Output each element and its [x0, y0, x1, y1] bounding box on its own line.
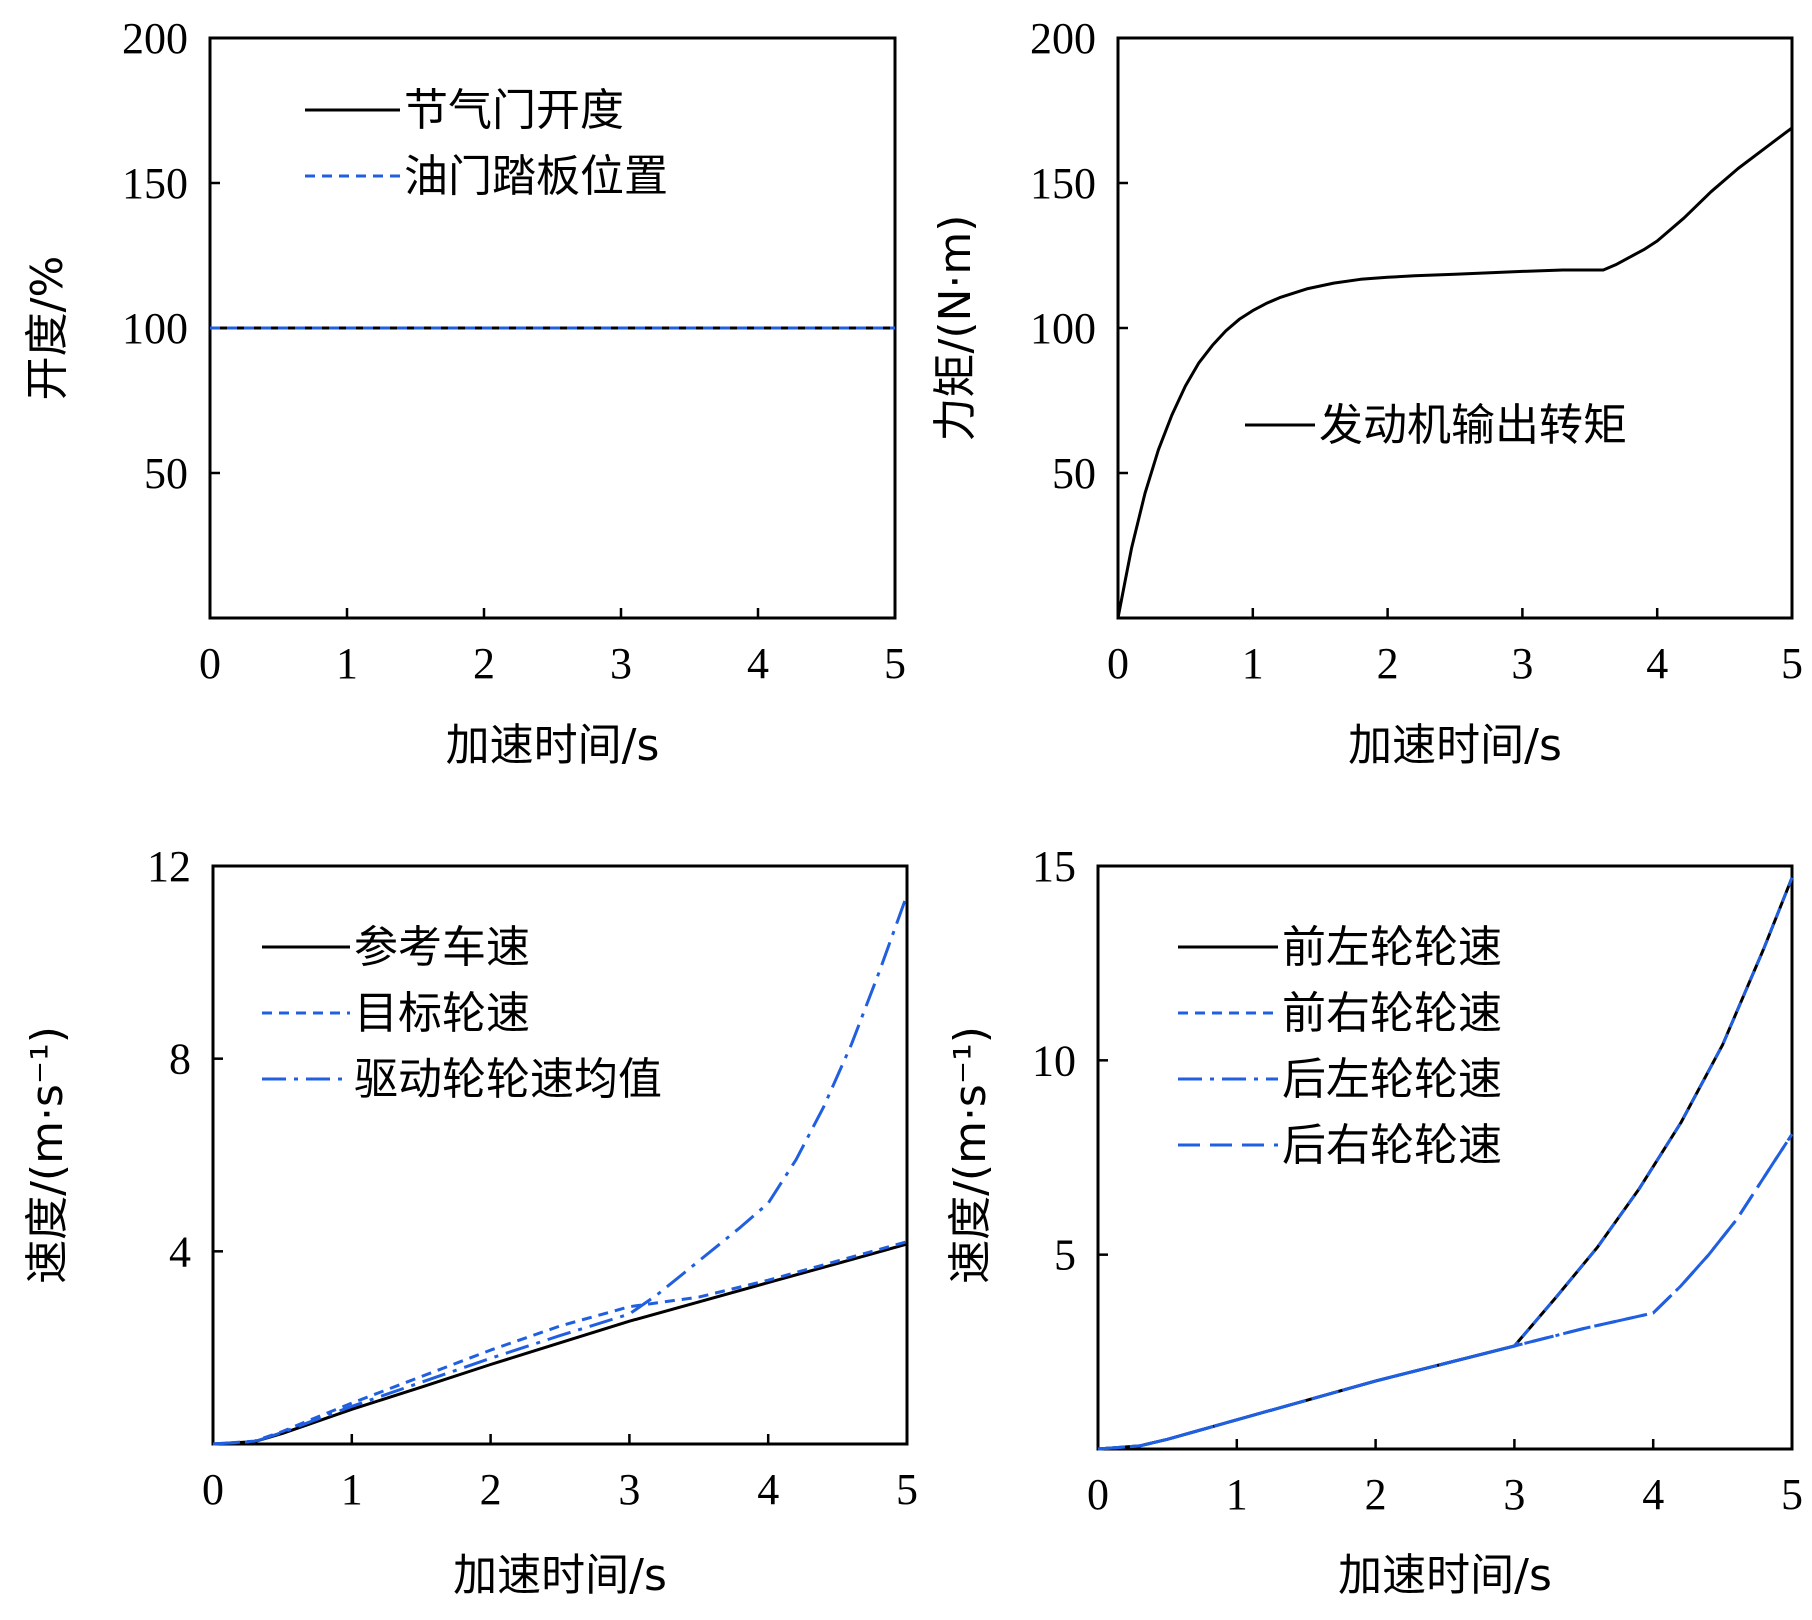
series-line-3: [1097, 1133, 1794, 1451]
y-tick-label: 8: [169, 1035, 191, 1084]
x-tick-label: 5: [1781, 1470, 1803, 1519]
legend-label: 油门踏板位置: [404, 151, 668, 202]
plot-frame: [1116, 36, 1794, 620]
x-axis-label: 加速时间/s: [446, 720, 660, 771]
x-tick-label: 2: [473, 639, 495, 688]
x-tick-label: 0: [202, 1465, 224, 1514]
y-tick-label: 4: [169, 1227, 191, 1276]
x-axis-label: 加速时间/s: [1338, 1550, 1552, 1601]
x-tick-label: 1: [1226, 1470, 1248, 1519]
y-tick-label: 150: [122, 159, 188, 208]
plot-frame: [211, 864, 909, 1446]
y-axis-label: 力矩/(N·m): [930, 215, 981, 442]
y-tick-label: 50: [1052, 449, 1096, 498]
x-tick-label: 3: [610, 639, 632, 688]
series-line-2: [212, 1240, 908, 1446]
x-tick-label: 1: [341, 1465, 363, 1514]
x-tick-label: 3: [1503, 1470, 1525, 1519]
x-tick-label: 3: [618, 1465, 640, 1514]
legend-label: 后左轮轮速: [1282, 1054, 1502, 1105]
y-tick-label: 100: [1030, 304, 1096, 353]
y-tick-label: 5: [1054, 1231, 1076, 1280]
x-tick-label: 5: [884, 639, 906, 688]
x-tick-label: 4: [747, 639, 769, 688]
x-tick-label: 5: [1781, 639, 1803, 688]
x-axis-label: 加速时间/s: [1348, 720, 1562, 771]
legend-label: 发动机输出转矩: [1319, 400, 1627, 451]
x-axis-label: 加速时间/s: [453, 1550, 667, 1601]
y-axis-label: 开度/%: [22, 256, 73, 401]
x-tick-label: 3: [1511, 639, 1533, 688]
x-tick-label: 4: [1642, 1470, 1664, 1519]
x-tick-label: 1: [336, 639, 358, 688]
x-tick-label: 4: [1646, 639, 1668, 688]
y-tick-label: 50: [144, 449, 188, 498]
legend: 发动机输出转矩: [1245, 400, 1627, 451]
y-tick-label: 12: [147, 842, 191, 891]
x-tick-label: 1: [1242, 639, 1264, 688]
x-tick-label: 5: [896, 1465, 918, 1514]
legend-label: 节气门开度: [404, 85, 624, 136]
y-tick-label: 200: [122, 14, 188, 63]
y-tick-label: 15: [1032, 842, 1076, 891]
legend-label: 参考车速: [354, 922, 530, 973]
x-tick-label: 2: [480, 1465, 502, 1514]
y-tick-label: 100: [122, 304, 188, 353]
series-line-3: [212, 894, 909, 1446]
series-line-4: [1097, 1133, 1794, 1451]
legend-label: 目标轮速: [354, 988, 530, 1039]
x-tick-label: 2: [1365, 1470, 1387, 1519]
x-tick-label: 0: [1107, 639, 1129, 688]
plot-frame: [1096, 864, 1794, 1451]
y-axis-label: 速度/(m·s⁻¹): [945, 1026, 996, 1284]
x-tick-label: 4: [757, 1465, 779, 1514]
y-tick-label: 10: [1032, 1036, 1076, 1085]
y-axis-label: 速度/(m·s⁻¹): [22, 1026, 73, 1284]
x-tick-label: 0: [1087, 1470, 1109, 1519]
series-line-1: [1116, 126, 1793, 619]
panel-bottom-left: 0 1 2 3 4 51284加速时间/s速度/(m·s⁻¹)参考车速目标轮速驱动轮轮速均…: [22, 842, 918, 1601]
x-tick-label: 0: [199, 639, 221, 688]
legend-label: 驱动轮轮速均值: [354, 1054, 662, 1105]
panel-top-right: 0 1 2 3 4 5 200 150 100 50 加速时间/s 力矩/(N·m) 发动机输出转矩: [930, 14, 1803, 771]
y-tick-label: 150: [1030, 159, 1096, 208]
y-tick-label: 200: [1030, 14, 1096, 63]
x-tick-label: 2: [1377, 639, 1399, 688]
legend-label: 前右轮轮速: [1282, 988, 1502, 1039]
series-line-1: [212, 1242, 908, 1446]
panel-bottom-right: 0 1 2 3 4 5 15 10 5 加速时间/s 速度/(m·s⁻¹) 前左轮轮速前右轮轮速后左轮…: [945, 842, 1803, 1601]
legend-label: 后右轮轮速: [1282, 1120, 1502, 1171]
legend-label: 前左轮轮速: [1282, 922, 1502, 973]
